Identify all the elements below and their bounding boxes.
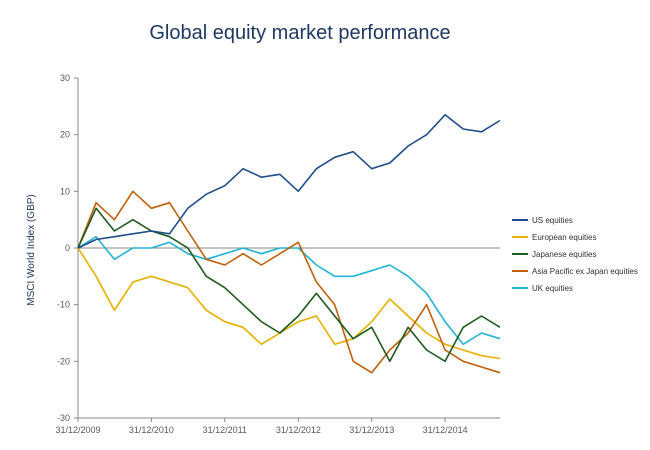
legend-label: European equities xyxy=(532,233,597,242)
x-tick-label: 31/12/2010 xyxy=(129,425,174,435)
legend-label: Asia Pacific ex Japan equities xyxy=(532,267,638,276)
series-line-1 xyxy=(77,247,501,360)
y-tick-label: 30 xyxy=(60,73,70,83)
series-line-3 xyxy=(77,190,501,374)
x-tick-label: 31/12/2011 xyxy=(203,425,247,435)
y-axis-label: MSCI World Index (GBP) xyxy=(26,194,37,306)
tick-labels: 30 20 10 0 -10 -20 -30 31/12/2009 31/12/2010 31/1… xyxy=(55,73,467,435)
y-tick-label: -30 xyxy=(57,413,70,423)
chart-title: Global equity market performance xyxy=(149,22,451,44)
x-tick-label: 31/12/2012 xyxy=(276,425,321,435)
y-tick-label: 20 xyxy=(60,130,70,140)
series-line-2 xyxy=(77,207,501,363)
x-tick-label: 31/12/2009 xyxy=(55,425,100,435)
series-line-0 xyxy=(77,114,501,249)
legend-label: UK equities xyxy=(532,284,573,293)
chart-legend: US equities European equities Japanese equ… xyxy=(512,216,638,293)
x-tick-label: 31/12/2014 xyxy=(423,425,468,435)
legend-label: Japanese equities xyxy=(532,250,597,259)
series-lines xyxy=(77,114,501,374)
legend-label: US equities xyxy=(532,216,573,225)
y-tick-label: -10 xyxy=(57,300,70,310)
x-tick-label: 31/12/2013 xyxy=(349,425,394,435)
y-tick-label: 10 xyxy=(60,186,70,196)
y-tick-label: 0 xyxy=(65,243,70,253)
y-tick-label: -20 xyxy=(57,356,70,366)
